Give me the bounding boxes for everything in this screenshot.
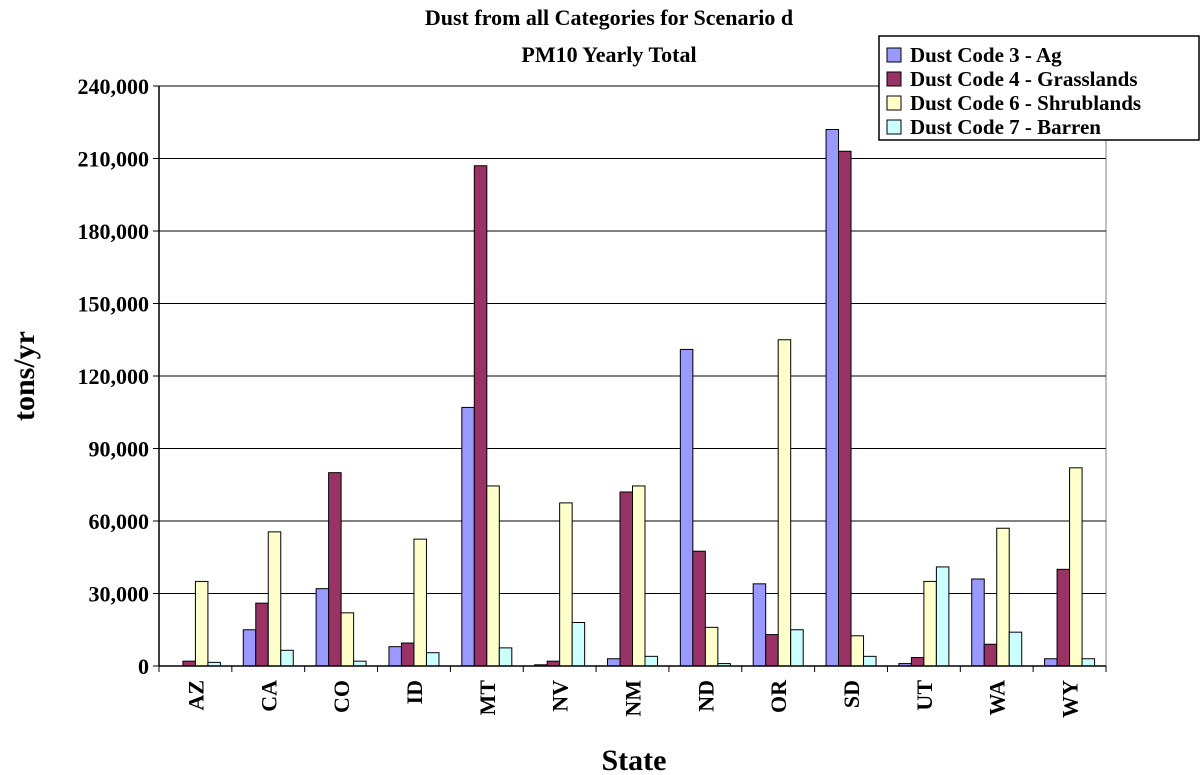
bar-nm-series-2 [619, 491, 633, 667]
bar-sd-series-2 [838, 150, 852, 667]
bar-ca-series-1 [242, 629, 257, 667]
bar-nd-series-3 [704, 626, 719, 667]
bar-nv-series-4 [571, 622, 586, 667]
bar-co-series-3 [340, 612, 355, 667]
x-tick-label: ID [402, 680, 427, 704]
legend-label: Dust Code 7 - Barren [910, 115, 1101, 139]
legend-swatch [886, 71, 902, 87]
y-tick-label: 180,000 [78, 219, 150, 244]
x-tick-label: NM [621, 680, 646, 717]
x-tick-label: CA [256, 680, 281, 712]
legend-swatch [886, 119, 902, 135]
y-axis-title: tons/yr [8, 331, 41, 421]
x-axis: AZ CA CO ID MT NV NM ND OR SD UT WA WY [158, 665, 1107, 718]
chart-title: Dust from all Categories for Scenario d [425, 5, 793, 30]
y-tick-label: 150,000 [78, 292, 150, 317]
y-tick-label: 60,000 [89, 509, 150, 534]
x-tick-label: SD [839, 680, 864, 708]
y-tick-label: 120,000 [78, 364, 150, 389]
bar-wy-series-4 [1081, 658, 1096, 667]
x-tick-label: ND [693, 680, 718, 712]
bar-mt-series-3 [486, 485, 500, 667]
bar-nm-series-1 [607, 658, 621, 667]
bar-wy-series-2 [1056, 568, 1071, 667]
bar-id-series-3 [413, 538, 427, 667]
x-tick-label: NV [548, 680, 573, 712]
bar-nv-series-3 [559, 502, 573, 667]
bar-wy-series-1 [1044, 658, 1058, 667]
bar-sd-series-4 [863, 655, 877, 667]
y-tick-label: 30,000 [89, 582, 150, 607]
x-tick-label: MT [475, 680, 500, 716]
bar-wy-series-3 [1069, 467, 1083, 667]
bar-wa-series-3 [996, 527, 1010, 667]
bar-wa-series-1 [971, 578, 985, 667]
x-tick-label: WA [985, 680, 1010, 716]
bar-ca-series-2 [255, 602, 269, 667]
x-tick-label: WY [1058, 680, 1083, 718]
bar-wa-series-2 [983, 643, 998, 667]
y-tick-label: 90,000 [89, 437, 150, 462]
y-tick-label: 210,000 [78, 147, 150, 172]
bar-or-series-4 [790, 629, 804, 667]
legend-label: Dust Code 6 - Shrublands [910, 91, 1141, 115]
legend-swatch [886, 47, 902, 63]
bar-ca-series-3 [267, 531, 282, 667]
chart-subtitle: PM10 Yearly Total [521, 42, 696, 67]
bar-or-series-3 [777, 339, 792, 667]
x-axis-title: State [602, 744, 667, 775]
y-tick-label: 0 [138, 654, 149, 679]
bar-mt-series-2 [473, 165, 488, 667]
bars [182, 129, 1096, 667]
bar-az-series-3 [194, 580, 209, 667]
bar-sd-series-3 [850, 635, 865, 667]
bar-or-series-2 [765, 634, 779, 667]
bar-nd-series-2 [692, 550, 706, 667]
bar-nm-series-4 [644, 655, 658, 667]
bar-id-series-2 [400, 642, 415, 667]
bar-nm-series-3 [632, 485, 646, 667]
y-axis: 0 30,000 60,000 90,000 120,000 150,000 180,000… [78, 74, 160, 679]
bar-ca-series-4 [280, 649, 294, 667]
legend-swatch [886, 95, 902, 111]
x-tick-label: CO [329, 680, 354, 713]
bar-or-series-1 [752, 583, 767, 667]
legend-label: Dust Code 3 - Ag [910, 43, 1062, 67]
bar-id-series-4 [425, 652, 440, 667]
bar-id-series-1 [388, 646, 402, 667]
bar-sd-series-1 [825, 129, 840, 667]
y-tick-label: 240,000 [78, 74, 150, 99]
bar-nd-series-1 [679, 348, 694, 667]
bar-ut-series-4 [935, 566, 950, 667]
legend-label: Dust Code 4 - Grasslands [910, 67, 1138, 91]
bar-co-series-2 [328, 472, 342, 667]
bar-ut-series-3 [923, 580, 937, 667]
legend-box [878, 35, 1200, 141]
x-tick-label: OR [766, 679, 791, 713]
bar-co-series-1 [315, 588, 330, 667]
x-tick-label: UT [912, 680, 937, 711]
bar-ut-series-2 [910, 657, 925, 667]
bar-wa-series-4 [1008, 631, 1023, 667]
bar-mt-series-1 [461, 406, 475, 667]
x-tick-label: AZ [183, 680, 208, 711]
bar-mt-series-4 [498, 647, 513, 667]
